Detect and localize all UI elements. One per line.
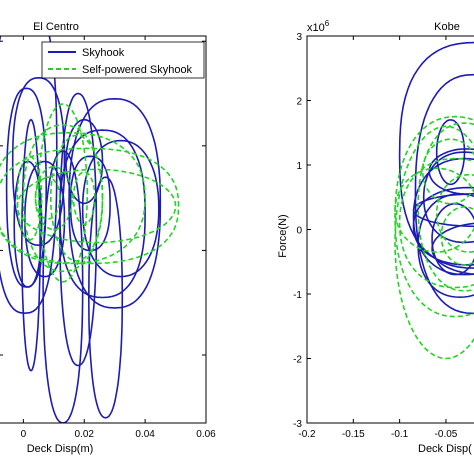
el-centro-x-axis-label: Deck Disp(m) — [27, 443, 94, 455]
skyhook-loop-8 — [81, 139, 160, 278]
self-powered-skyhook-loop-4 — [50, 134, 104, 262]
skyhook-loop-8 — [412, 193, 474, 228]
self-powered-skyhook-loop-8 — [37, 103, 89, 283]
y-tick-label: -1 — [293, 290, 302, 301]
skyhook-loop-0 — [398, 41, 474, 269]
kobe-y-multiplier: x106 — [307, 19, 330, 34]
x-tick-label: -0.2 — [298, 429, 316, 440]
self-powered-skyhook-loop-6 — [421, 138, 474, 205]
el-centro-ticks: 0 0.02 0.04 0.06 — [0, 36, 216, 440]
y-tick-label: 1 — [296, 161, 302, 172]
kobe-y-axis-label: Force(N) — [277, 214, 289, 257]
skyhook-loop-3 — [13, 160, 43, 288]
skyhook-loop-6 — [69, 155, 111, 252]
x-tick-label: 0.06 — [196, 429, 216, 440]
x-tick-label: -0.1 — [391, 429, 409, 440]
skyhook-loop-10 — [431, 222, 474, 276]
self-powered-skyhook-loop-5 — [440, 206, 474, 266]
self-powered-skyhook-loop-3 — [394, 125, 474, 360]
skyhook-loop-7 — [431, 202, 474, 276]
self-powered-skyhook-loop-6 — [34, 176, 61, 220]
x-tick-label: 0.02 — [75, 429, 95, 440]
skyhook-loop-2 — [412, 157, 474, 276]
y-tick-label: 0 — [296, 226, 302, 237]
el-centro-axes-box — [0, 35, 207, 424]
skyhook-loop-2 — [11, 76, 66, 247]
skyhook-loop-1 — [414, 73, 474, 315]
x-tick-label: 0.04 — [135, 429, 155, 440]
skyhook-loop-5 — [417, 193, 474, 299]
x-tick-label: 0 — [21, 429, 27, 440]
self-powered-skyhook-loop-7 — [16, 155, 43, 241]
self-powered-skyhook-loop-2 — [0, 147, 180, 265]
self-powered-skyhook-loop-4 — [435, 173, 474, 253]
legend-box — [41, 41, 205, 79]
skyhook-loop-6 — [428, 148, 474, 195]
skyhook-loop-10 — [68, 97, 162, 309]
self-powered-skyhook-loop-7 — [394, 167, 474, 253]
kobe-curves — [394, 41, 474, 360]
self-powered-skyhook-loop-1 — [417, 122, 474, 292]
skyhook-loop-4 — [422, 151, 474, 244]
skyhook-loop-1 — [5, 87, 48, 288]
el-centro-panel: 0 0.02 0.04 0.06 El Centro Deck Disp(m) Sky… — [0, 21, 216, 455]
y-tick-label: 2 — [296, 97, 302, 108]
el-centro-title: El Centro — [33, 21, 79, 33]
skyhook-loop-3 — [412, 186, 474, 266]
y-tick-label: 3 — [296, 32, 302, 43]
x-tick-label: -0.15 — [342, 429, 365, 440]
legend-skyhook-label: Skyhook — [82, 47, 125, 59]
skyhook-loop-11 — [65, 118, 104, 205]
kobe-title: Kobe — [434, 21, 460, 33]
self-powered-skyhook-loop-1 — [0, 131, 146, 265]
skyhook-loop-13 — [59, 92, 98, 367]
legend-self-powered-label: Self-powered Skyhook — [82, 64, 193, 76]
y-tick-label: -3 — [293, 419, 302, 430]
x-tick-label: -0.05 — [435, 429, 458, 440]
self-powered-skyhook-loop-2 — [398, 157, 474, 289]
skyhook-loop-9 — [87, 176, 124, 419]
kobe-x-axis-label: Deck Disp( — [418, 443, 472, 455]
el-centro-curves — [0, 36, 180, 423]
skyhook-loop-5 — [42, 150, 84, 423]
y-tick-label: -2 — [293, 355, 302, 366]
legend: Skyhook Self-powered Skyhook — [41, 41, 205, 79]
self-powered-skyhook-loop-5 — [34, 165, 73, 231]
self-powered-skyhook-loop-9 — [72, 171, 96, 226]
